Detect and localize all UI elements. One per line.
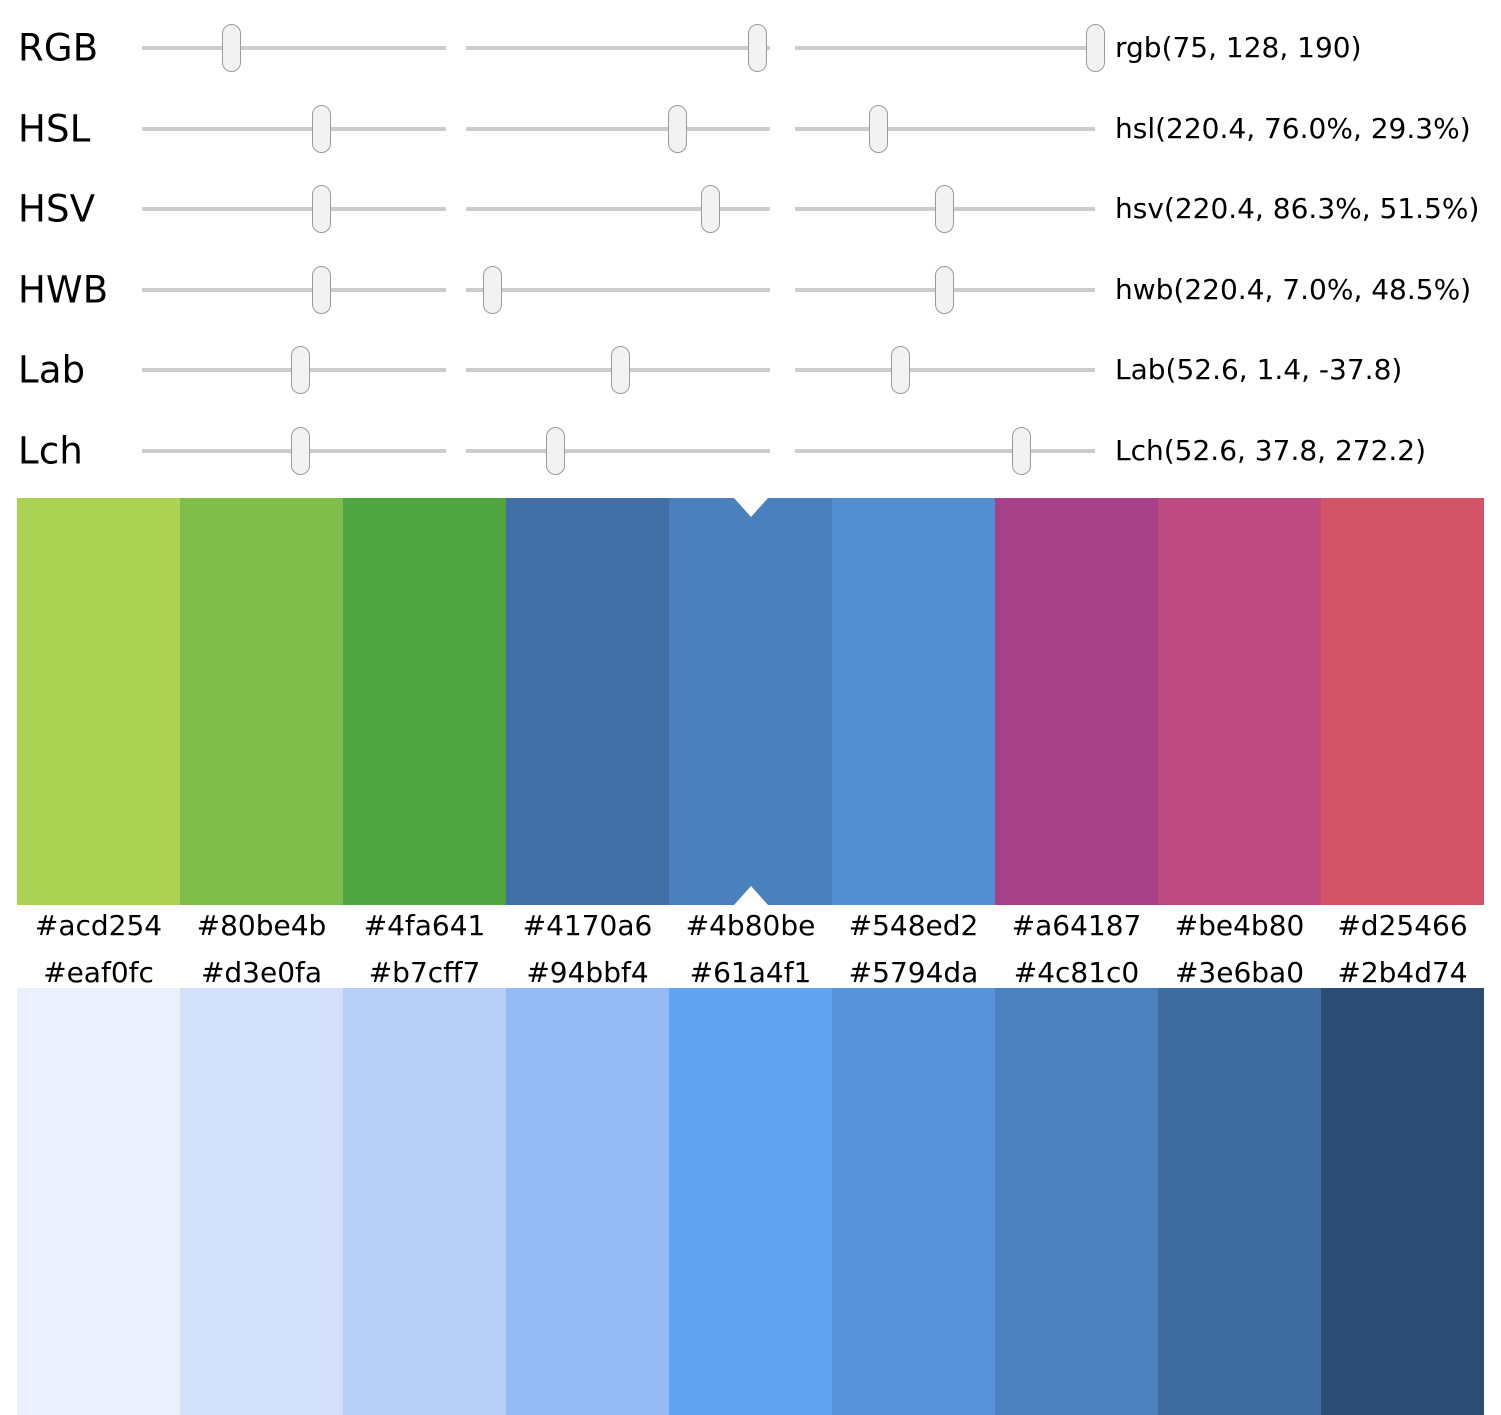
slider-handle[interactable]: [290, 426, 310, 475]
palette-band-bottom: [17, 988, 1484, 1415]
slider-handle[interactable]: [868, 104, 888, 153]
slider-handle[interactable]: [934, 265, 954, 314]
color-value-readout-hsv: hsv(220.4, 86.3%, 51.5%): [1115, 192, 1480, 225]
hex-code-label: #be4b80: [1174, 909, 1305, 942]
color-space-slider-panel: RGB rgb(75, 128, 190) HSL hsl(220.4, 76.0%,…: [0, 0, 1501, 490]
color-value-readout-hwb: hwb(220.4, 7.0%, 48.5%): [1115, 272, 1472, 306]
slider-track[interactable]: [466, 207, 770, 211]
slider-row-hwb: HWB hwb(220.4, 7.0%, 48.5%): [0, 250, 1501, 330]
slider-track[interactable]: [466, 287, 770, 292]
color-swatch[interactable]: [995, 498, 1158, 905]
slider-handle[interactable]: [610, 346, 630, 394]
slider-track[interactable]: [142, 46, 446, 50]
slider-track-group: [142, 169, 1501, 249]
hex-code-label: #b7cff7: [368, 956, 481, 989]
slider-track[interactable]: [795, 368, 1095, 372]
slider-row-lch: Lch Lch(52.6, 37.8, 272.2): [0, 411, 1501, 491]
color-swatch[interactable]: [669, 498, 832, 905]
slider-track[interactable]: [466, 126, 770, 131]
slider-row-rgb: RGB rgb(75, 128, 190): [0, 8, 1501, 88]
color-swatch[interactable]: [180, 988, 343, 1415]
color-swatch[interactable]: [343, 988, 506, 1415]
slider-handle[interactable]: [312, 265, 332, 314]
hex-code-label: #2b4d74: [1337, 956, 1468, 989]
hex-code-label: #acd254: [34, 909, 163, 942]
slider-handle[interactable]: [890, 346, 910, 394]
color-swatch[interactable]: [17, 498, 180, 905]
slider-track[interactable]: [466, 46, 770, 50]
hex-code-label: #5794da: [848, 956, 979, 989]
color-swatch[interactable]: [832, 498, 995, 905]
color-swatch[interactable]: [17, 988, 180, 1415]
slider-handle[interactable]: [482, 265, 502, 314]
hex-code-label: #d25466: [1337, 909, 1468, 942]
slider-track-group: [142, 330, 1501, 410]
slider-row-lab: Lab Lab(52.6, 1.4, -37.8): [0, 330, 1501, 410]
slider-track-group: [142, 250, 1501, 330]
hex-code-label: #a64187: [1011, 909, 1142, 942]
hex-code-label: #4fa641: [363, 909, 486, 942]
color-value-readout-lch: Lch(52.6, 37.8, 272.2): [1115, 433, 1427, 467]
color-value-readout-rgb: rgb(75, 128, 190): [1115, 31, 1362, 64]
slider-track[interactable]: [795, 46, 1095, 50]
slider-handle[interactable]: [1085, 24, 1105, 72]
slider-handle[interactable]: [700, 185, 720, 233]
slider-handle[interactable]: [290, 346, 310, 394]
color-value-readout-hsl: hsl(220.4, 76.0%, 29.3%): [1115, 111, 1471, 145]
hex-code-label: #80be4b: [196, 909, 327, 942]
slider-track[interactable]: [142, 126, 446, 131]
color-swatch[interactable]: [669, 988, 832, 1415]
hex-code-label: #548ed2: [848, 909, 979, 942]
slider-track[interactable]: [142, 207, 446, 211]
hex-code-label: #4b80be: [685, 909, 816, 942]
hex-label-row-bottom: #eaf0fc #d3e0fa #b7cff7 #94bbf4 #61a4f1 #5794…: [17, 952, 1484, 994]
slider-handle[interactable]: [545, 426, 565, 475]
slider-handle[interactable]: [312, 185, 332, 233]
color-swatch[interactable]: [343, 498, 506, 905]
hex-label-row-top: #acd254 #80be4b #4fa641 #4170a6 #4b80be #548e…: [17, 905, 1484, 947]
slider-track[interactable]: [795, 126, 1095, 131]
color-swatch[interactable]: [506, 498, 669, 905]
hex-code-label: #d3e0fa: [200, 956, 323, 989]
color-swatch[interactable]: [832, 988, 995, 1415]
selected-swatch-marker-up: [733, 886, 768, 905]
slider-handle[interactable]: [934, 185, 954, 233]
color-swatch[interactable]: [1321, 988, 1484, 1415]
slider-track-group: [142, 8, 1501, 88]
color-space-label-rgb: RGB: [18, 26, 99, 70]
hex-code-label: #4c81c0: [1013, 956, 1140, 989]
palette-band-top: [17, 498, 1484, 905]
slider-track[interactable]: [466, 448, 770, 453]
slider-track-group: [142, 89, 1501, 169]
color-space-label-lab: Lab: [18, 348, 86, 392]
slider-row-hsv: HSV hsv(220.4, 86.3%, 51.5%): [0, 169, 1501, 249]
hex-code-label: #61a4f1: [689, 956, 812, 989]
color-space-label-hsl: HSL: [18, 107, 91, 150]
selected-swatch-marker-down: [733, 498, 768, 517]
slider-handle[interactable]: [748, 24, 768, 72]
hex-code-label: #eaf0fc: [43, 956, 154, 989]
slider-handle[interactable]: [221, 24, 241, 72]
hex-code-label: #3e6ba0: [1174, 956, 1305, 989]
color-swatch[interactable]: [180, 498, 343, 905]
hex-code-label: #94bbf4: [526, 956, 649, 989]
hex-code-label: #4170a6: [522, 909, 653, 942]
color-swatch[interactable]: [506, 988, 669, 1415]
color-value-readout-lab: Lab(52.6, 1.4, -37.8): [1115, 353, 1403, 386]
color-space-label-hsv: HSV: [18, 187, 96, 231]
color-space-label-hwb: HWB: [18, 268, 109, 311]
color-swatch[interactable]: [1321, 498, 1484, 905]
slider-track-group: [142, 411, 1501, 491]
slider-track[interactable]: [142, 287, 446, 292]
color-swatch[interactable]: [1158, 498, 1321, 905]
slider-handle[interactable]: [668, 104, 688, 153]
slider-handle[interactable]: [312, 104, 332, 153]
slider-track[interactable]: [795, 448, 1095, 453]
slider-row-hsl: HSL hsl(220.4, 76.0%, 29.3%): [0, 89, 1501, 169]
color-space-label-lch: Lch: [18, 429, 84, 472]
color-swatch[interactable]: [995, 988, 1158, 1415]
color-swatch[interactable]: [1158, 988, 1321, 1415]
slider-handle[interactable]: [1012, 426, 1032, 475]
